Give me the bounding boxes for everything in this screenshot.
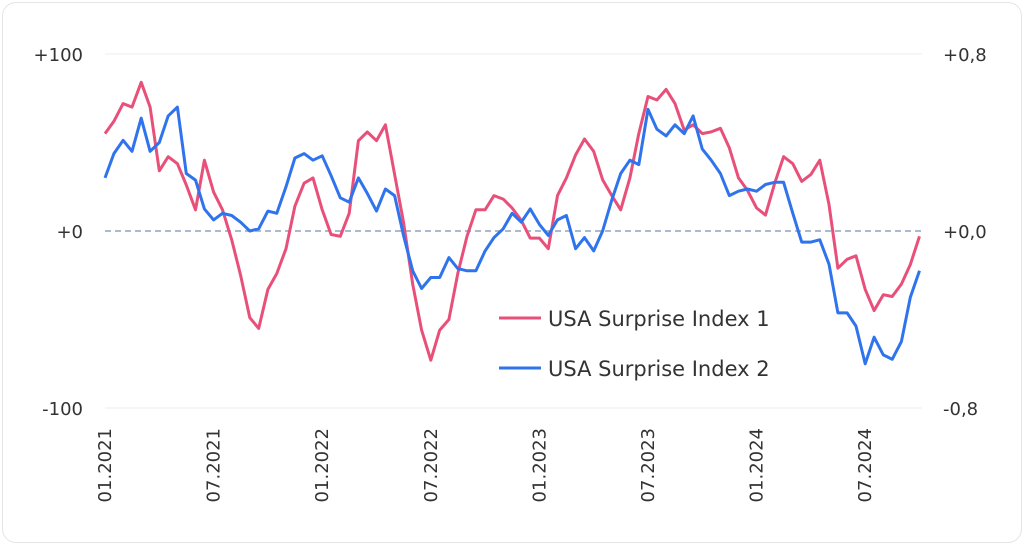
- y-right-tick: +0,0: [943, 222, 987, 243]
- y-right-tick: -0,8: [943, 399, 978, 420]
- x-tick-label: 01.2022: [312, 428, 333, 502]
- x-tick-label: 07.2022: [421, 428, 442, 502]
- legend-label-series-2: USA Surprise Index 2: [548, 357, 770, 381]
- series-line-1: [103, 80, 921, 362]
- y-right-tick: +0,8: [943, 45, 987, 66]
- y-left-tick: -100: [42, 399, 83, 420]
- x-tick-label: 07.2023: [638, 428, 659, 502]
- x-tick-label: 07.2024: [855, 428, 876, 502]
- x-tick-label: 01.2021: [95, 428, 116, 502]
- x-tick-label: 01.2023: [529, 428, 550, 502]
- series-line-2: [103, 105, 921, 366]
- x-tick-label: 01.2024: [747, 428, 768, 502]
- y-left-tick: +100: [34, 45, 83, 66]
- x-tick-label: 07.2021: [204, 428, 225, 502]
- legend-label-series-1: USA Surprise Index 1: [548, 307, 770, 331]
- y-left-tick: +0: [56, 222, 83, 243]
